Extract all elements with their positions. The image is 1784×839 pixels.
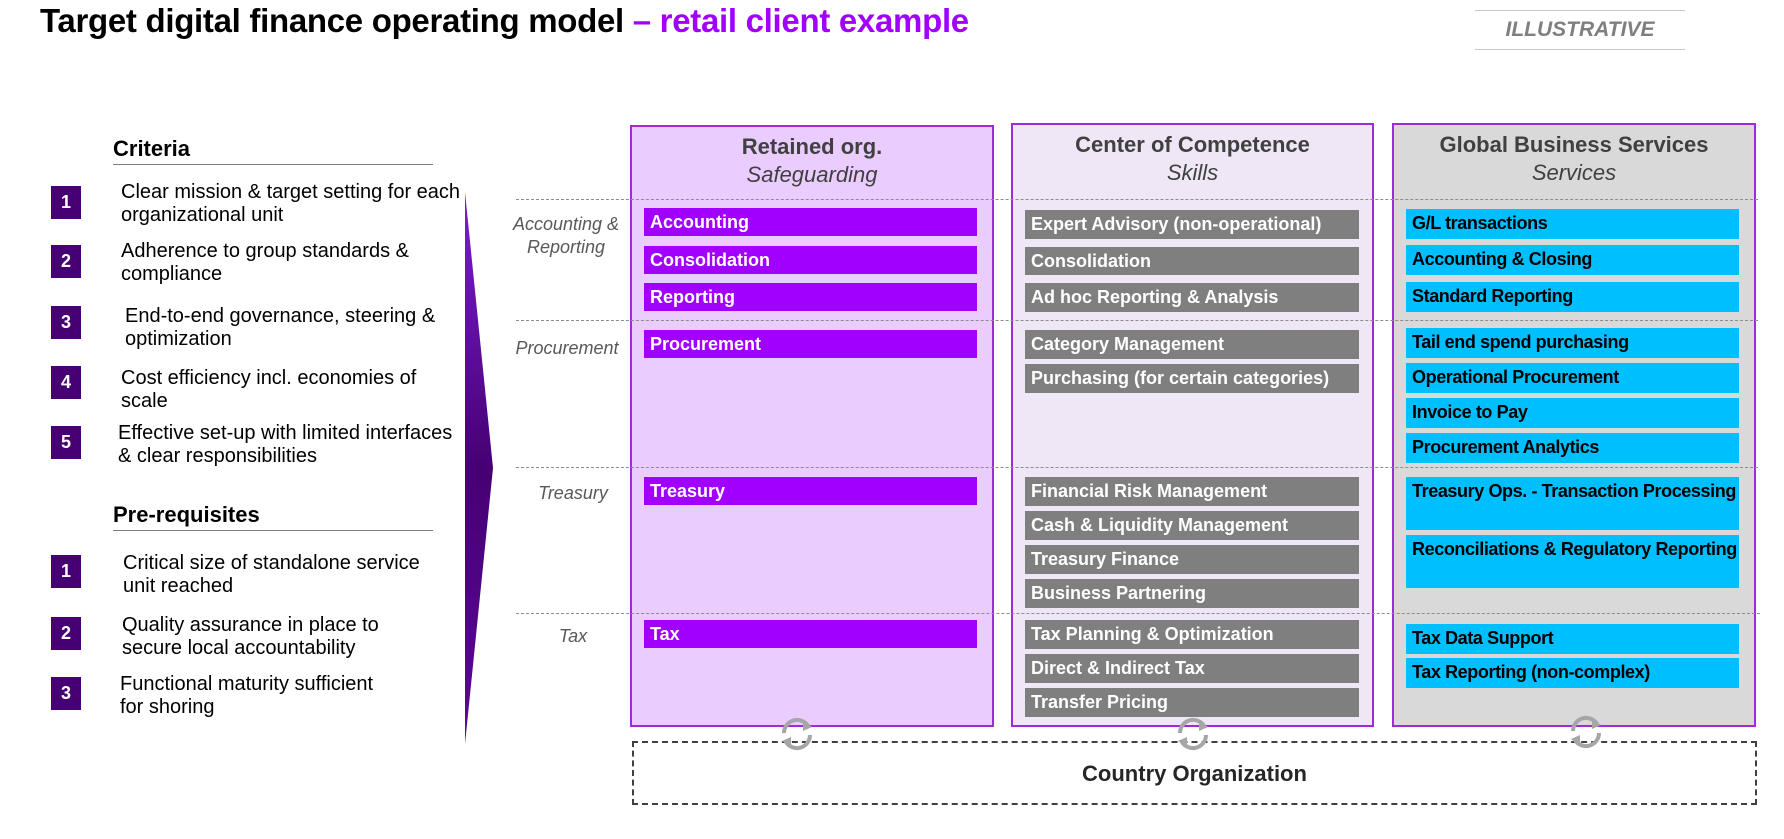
criteria-number-badge: 4 — [51, 366, 81, 399]
title-main: Target digital finance operating model — [40, 2, 624, 39]
gbs-activity-box: Accounting & Closing — [1406, 245, 1739, 275]
prerequisite-number-badge: 1 — [51, 555, 81, 588]
gbs-activity-box: Tax Data Support — [1406, 624, 1739, 654]
coc-activity-box: Treasury Finance — [1025, 545, 1359, 574]
gbs-activity-box: Procurement Analytics — [1406, 433, 1739, 463]
coc-activity-box: Cash & Liquidity Management — [1025, 511, 1359, 540]
gbs-activity-box: Reconciliations & Regulatory Reporting — [1406, 535, 1739, 588]
coc-activity-box: Transfer Pricing — [1025, 688, 1359, 717]
column-header: Global Business Services Services — [1394, 125, 1754, 187]
criteria-item-text: Effective set-up with limited interfaces… — [118, 422, 453, 467]
column-title: Retained org. — [741, 134, 883, 159]
coc-activity-box: Business Partnering — [1025, 579, 1359, 608]
gbs-activity-box: G/L transactions — [1406, 209, 1739, 239]
row-separator — [516, 320, 1758, 321]
retained-activity-box: Procurement — [644, 330, 977, 358]
row-separator — [516, 613, 1760, 614]
gbs-activity-box: Operational Procurement — [1406, 363, 1739, 393]
prerequisites-heading: Pre-requisites — [113, 502, 433, 531]
prerequisite-item-text: Functional maturity sufficient for shori… — [120, 673, 374, 718]
gbs-activity-box: Standard Reporting — [1406, 282, 1739, 312]
chevron-arrow-icon — [465, 192, 493, 744]
criteria-item-text: Cost efficiency incl. economies of scale — [121, 367, 417, 412]
coc-activity-box: Expert Advisory (non-operational) — [1025, 210, 1359, 239]
criteria-item-text: End-to-end governance, steering & optimi… — [125, 305, 436, 350]
coc-activity-box: Consolidation — [1025, 247, 1359, 275]
prerequisite-item-text: Quality assurance in place to secure loc… — [122, 614, 379, 659]
gbs-activity-box: Tax Reporting (non-complex) — [1406, 658, 1739, 688]
column-subtitle: Safeguarding — [746, 162, 878, 187]
illustrative-badge: ILLUSTRATIVE — [1475, 10, 1685, 50]
coc-activity-box: Ad hoc Reporting & Analysis — [1025, 283, 1359, 312]
criteria-number-badge: 5 — [51, 426, 81, 459]
title-accent: – retail client example — [623, 2, 969, 39]
column-title: Center of Competence — [1075, 132, 1310, 157]
gbs-activity-box: Treasury Ops. - Transaction Processing — [1406, 477, 1739, 530]
coc-activity-box: Direct & Indirect Tax — [1025, 654, 1359, 683]
coc-activity-box: Tax Planning & Optimization — [1025, 620, 1359, 649]
retained-activity-box: Accounting — [644, 208, 977, 236]
retained-activity-box: Reporting — [644, 283, 977, 311]
row-label-accounting-reporting: Accounting & Reporting — [512, 214, 620, 257]
gbs-activity-box: Tail end spend purchasing — [1406, 328, 1739, 358]
sync-icon — [781, 717, 813, 751]
sync-icon — [1570, 715, 1602, 749]
sync-icon — [1177, 717, 1209, 751]
coc-activity-box: Category Management — [1025, 330, 1359, 359]
row-label-treasury: Treasury — [538, 483, 608, 503]
criteria-item-text: Clear mission & target setting for each … — [121, 181, 461, 226]
gbs-activity-box: Invoice to Pay — [1406, 398, 1739, 428]
coc-activity-box: Financial Risk Management — [1025, 477, 1359, 506]
coc-activity-box: Purchasing (for certain categories) — [1025, 364, 1359, 393]
page-title: Target digital finance operating model –… — [40, 2, 969, 40]
row-label-tax: Tax — [558, 626, 588, 646]
prerequisite-item-text: Critical size of standalone service unit… — [123, 552, 420, 597]
criteria-number-badge: 3 — [51, 306, 81, 339]
criteria-number-badge: 2 — [51, 245, 81, 278]
row-label-procurement: Procurement — [515, 338, 619, 358]
column-subtitle: Skills — [1166, 160, 1219, 185]
retained-activity-box: Treasury — [644, 477, 977, 505]
retained-activity-box: Tax — [644, 620, 977, 648]
country-organization-box: Country Organization — [632, 741, 1757, 805]
column-header: Retained org. Safeguarding — [632, 127, 992, 189]
retained-activity-box: Consolidation — [644, 246, 977, 274]
criteria-item-text: Adherence to group standards & complianc… — [121, 240, 409, 285]
column-header: Center of Competence Skills — [1013, 125, 1372, 187]
column-subtitle: Services — [1531, 160, 1617, 185]
column-title: Global Business Services — [1439, 132, 1709, 157]
prerequisite-number-badge: 3 — [51, 677, 81, 710]
criteria-heading: Criteria — [113, 136, 433, 165]
row-separator — [516, 199, 1758, 200]
criteria-number-badge: 1 — [51, 186, 81, 219]
row-separator — [516, 467, 1758, 468]
prerequisite-number-badge: 2 — [51, 617, 81, 650]
